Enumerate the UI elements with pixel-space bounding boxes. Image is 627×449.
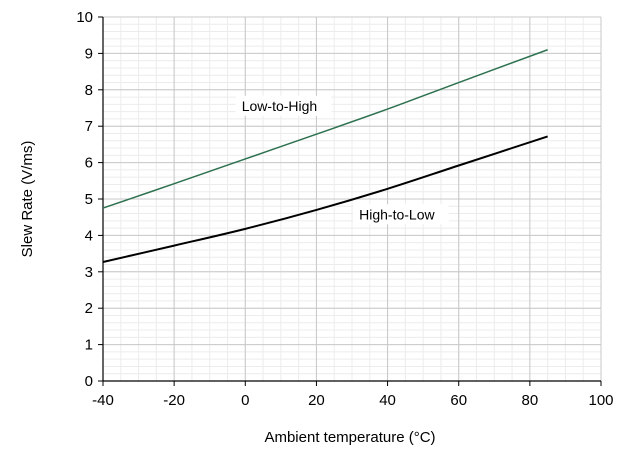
x-axis-title: Ambient temperature (°C) [264, 429, 435, 446]
x-tick-label: -20 [163, 392, 185, 409]
y-tick-label: 10 [76, 9, 93, 26]
series-line-high-to-low [102, 135, 548, 263]
annotations: Low-to-High High-to-Low [235, 95, 449, 225]
x-tick-label: 80 [522, 392, 539, 409]
y-tick-label: 6 [85, 155, 93, 172]
y-tick-label: 7 [85, 118, 93, 135]
axes [98, 16, 602, 386]
y-tick-label: 9 [85, 45, 93, 62]
x-tick-label: 100 [588, 392, 613, 409]
series-line-low-to-high [102, 49, 548, 209]
y-axis-title: Slew Rate (V/ms) [19, 141, 36, 258]
y-tick-label: 3 [85, 264, 93, 281]
x-tick-label: 20 [308, 392, 325, 409]
tick-labels: -40 -20 0 20 40 60 80 100 0 1 2 3 4 5 6 7 8 9 10 [76, 9, 613, 409]
annotation-background [235, 95, 332, 116]
annotation-label: Low-to-High [242, 98, 317, 114]
y-tick-label: 0 [85, 373, 93, 390]
x-tick-label: 40 [379, 392, 396, 409]
series-layer [102, 49, 548, 263]
x-tick-label: -40 [92, 392, 114, 409]
x-tick-label: 60 [450, 392, 467, 409]
x-tick-label: 0 [241, 392, 249, 409]
annotation-label: High-to-Low [359, 206, 435, 222]
y-tick-label: 1 [85, 337, 93, 354]
y-tick-label: 5 [85, 191, 93, 208]
y-tick-label: 4 [85, 227, 93, 244]
y-tick-label: 2 [85, 300, 93, 317]
y-tick-label: 8 [85, 82, 93, 99]
annotation-background [353, 204, 449, 225]
